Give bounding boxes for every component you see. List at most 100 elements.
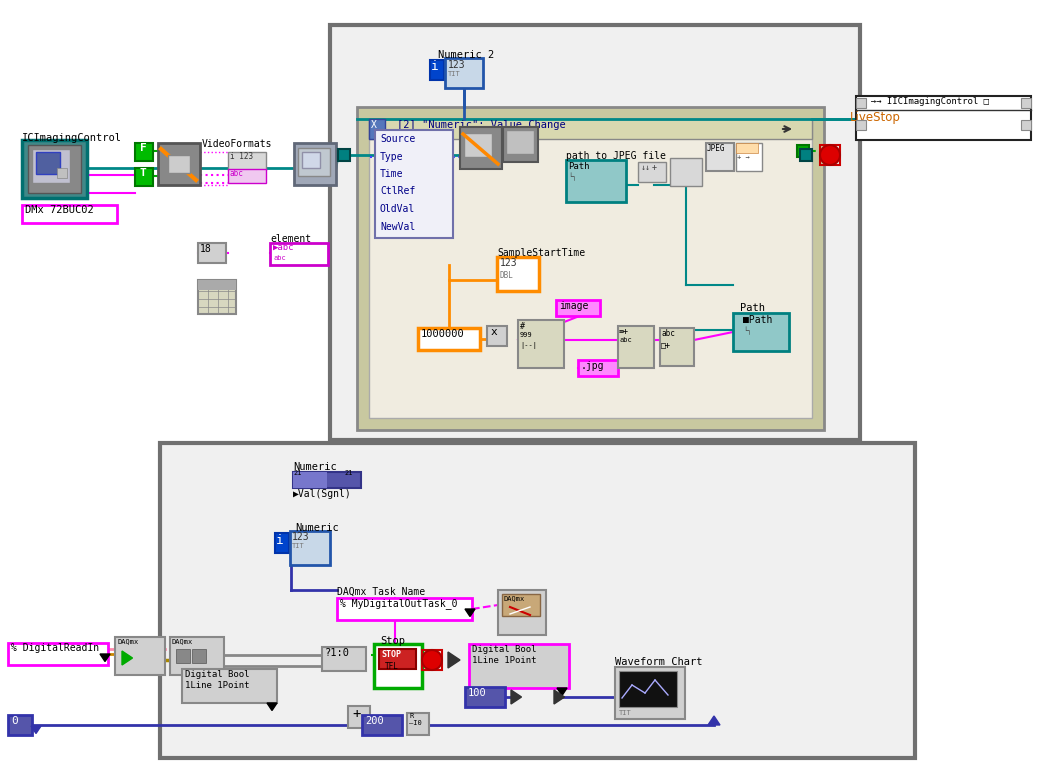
Text: 123: 123 [448,60,465,70]
Bar [797,145,809,157]
Text: image: image [559,301,588,311]
Bar [670,158,702,186]
Bar [362,715,402,735]
Bar [357,107,824,430]
Text: T: T [139,168,147,178]
Bar [36,152,60,174]
Bar [618,326,654,368]
Bar [430,60,445,80]
Bar [502,594,540,616]
Bar [374,644,422,688]
Bar [338,149,350,161]
Bar [615,667,685,719]
Bar [228,169,266,183]
Bar [337,598,472,620]
Bar [445,58,483,88]
Bar [566,160,626,202]
Text: ↓↓: ↓↓ [641,163,651,172]
Polygon shape [31,726,41,733]
Text: [2] "Numeric": Value Change: [2] "Numeric": Value Change [397,120,565,130]
Bar [736,143,758,153]
Bar [182,669,277,703]
Text: 123: 123 [500,258,517,268]
Text: ?1:0: ?1:0 [325,648,350,658]
Polygon shape [266,703,277,710]
Text: 999: 999 [520,332,533,338]
Text: .jpg: .jpg [581,361,605,371]
Text: i 123: i 123 [230,152,253,161]
Text: 1000000: 1000000 [421,329,464,339]
Bar [302,152,320,168]
Bar [487,326,507,346]
Bar [379,649,416,669]
Polygon shape [557,688,567,696]
Bar [506,130,534,154]
Text: ICImagingControl: ICImagingControl [22,133,122,143]
Text: Digital Bool: Digital Bool [185,670,250,679]
Bar [8,715,32,735]
Bar [660,328,694,366]
Text: └┐: └┐ [568,173,577,181]
Text: 1Line 1Point: 1Line 1Point [472,656,536,665]
Text: Source: Source [380,134,415,144]
Text: 1Line 1Point: 1Line 1Point [185,681,250,690]
Text: i: i [276,534,284,547]
Text: DAQmx Task Name: DAQmx Task Name [337,587,425,597]
Text: TIT: TIT [619,710,632,716]
Bar [170,637,224,675]
Bar [322,647,366,671]
Bar [135,168,153,186]
Bar [298,148,330,176]
Bar [733,313,789,351]
Text: 200: 200 [365,716,384,726]
Polygon shape [100,654,110,661]
Text: ≡+: ≡+ [619,327,629,336]
Bar [198,280,236,290]
Bar [464,133,492,157]
Text: ▶Val(Sgnl): ▶Val(Sgnl) [293,489,352,499]
Polygon shape [448,652,460,668]
Bar [120,650,150,666]
Text: Time: Time [380,169,404,179]
Text: JPEG: JPEG [707,144,726,153]
Text: STOP: STOP [381,650,401,659]
Bar [706,143,734,171]
Bar [270,243,328,265]
Text: + →: + → [737,154,750,160]
Text: F: F [139,143,147,153]
Bar [465,687,505,707]
Bar [115,637,166,675]
Bar [158,143,200,185]
Text: SampleStartTime: SampleStartTime [497,248,585,258]
Bar [294,143,336,185]
Text: ―I0: ―I0 [409,720,422,726]
Text: 100: 100 [468,688,487,698]
Text: x: x [491,327,498,337]
Bar [28,145,81,193]
Bar [32,149,70,183]
Bar [375,130,453,238]
Text: ■Path: ■Path [743,315,772,325]
Text: LiveStop: LiveStop [849,111,900,124]
Text: % MyDigitalOutTask_0: % MyDigitalOutTask_0 [340,598,457,609]
Text: DMx 72BUC02: DMx 72BUC02 [25,205,94,215]
Bar [799,149,812,161]
Text: └┐: └┐ [743,327,752,336]
Bar [1021,98,1031,108]
Text: 21: 21 [345,470,353,476]
Text: Path: Path [568,162,589,171]
Text: #: # [520,322,525,331]
Text: Waveform Chart: Waveform Chart [615,657,703,667]
Bar [22,140,87,198]
Bar [556,300,600,316]
Text: abc: abc [230,169,244,178]
Bar [160,443,915,758]
Bar [407,713,429,735]
Bar [503,127,538,162]
Bar [290,531,330,565]
Text: TFL: TFL [385,662,399,671]
Bar [638,162,666,182]
Text: DAQmx: DAQmx [503,595,525,601]
Bar [820,145,840,165]
Text: Stop: Stop [380,636,405,646]
